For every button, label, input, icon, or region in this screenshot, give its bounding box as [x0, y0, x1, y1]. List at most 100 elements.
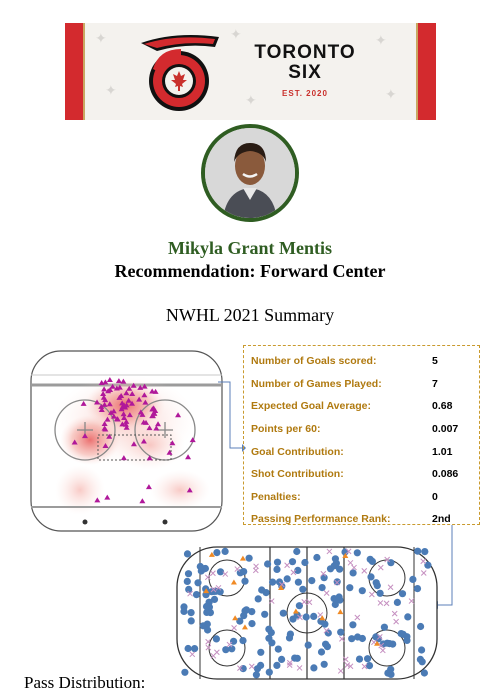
- pass-marker: [187, 609, 195, 617]
- shot-marker: [108, 409, 115, 415]
- shot-marker: [114, 416, 121, 422]
- pass-miss-marker: [376, 634, 383, 640]
- pass-marker: [301, 558, 309, 567]
- pass-miss-marker: [189, 651, 196, 658]
- stat-row: Points per 60: 0.007: [251, 418, 472, 441]
- shot-marker: [189, 437, 196, 443]
- pass-miss-marker: [337, 668, 344, 674]
- pass-marker: [372, 633, 380, 641]
- shot-marker: [185, 454, 192, 460]
- pass-miss-marker: [226, 641, 233, 648]
- shot-marker: [102, 379, 109, 385]
- shot-marker: [100, 390, 107, 396]
- pass-marker: [222, 646, 230, 654]
- pass-marker: [265, 634, 273, 642]
- shot-marker: [122, 421, 129, 427]
- team-wordmark: TORONTO SIX EST. 2020: [240, 43, 370, 99]
- shot-marker: [120, 378, 127, 384]
- pass-marker: [321, 620, 329, 628]
- shot-marker: [94, 497, 101, 503]
- pass-marker: [373, 582, 381, 590]
- stat-value: 7: [432, 377, 438, 390]
- pass-marker: [185, 585, 193, 593]
- pass-marker: [346, 584, 354, 592]
- shot-marker: [123, 424, 130, 430]
- stat-label: Passing Performance Rank:: [251, 513, 391, 526]
- stat-value: 1.01: [432, 445, 453, 458]
- pass-marker: [317, 648, 326, 656]
- stat-row: Number of Games Played: 7: [251, 373, 472, 396]
- pass-marker: [230, 637, 238, 645]
- shot-marker: [129, 390, 136, 396]
- pass-marker: [358, 634, 366, 643]
- pass-shot-marker: [208, 551, 215, 557]
- pass-marker: [393, 598, 401, 606]
- pass-marker: [248, 620, 256, 628]
- pass-marker: [289, 615, 297, 623]
- pass-miss-marker: [384, 556, 391, 563]
- shot-marker: [98, 380, 105, 386]
- shot-marker: [166, 449, 173, 455]
- shot-marker: [153, 425, 160, 431]
- pass-miss-marker: [344, 662, 351, 668]
- stat-row: Number of Goals scored: 5: [251, 350, 472, 373]
- shot-marker: [146, 455, 153, 461]
- player-photo-icon: [205, 128, 295, 218]
- pass-shot-marker: [342, 552, 349, 558]
- shot-marker: [98, 403, 105, 409]
- pass-marker: [380, 623, 388, 631]
- maple-leaf-icon: ✦: [385, 87, 397, 103]
- pass-marker: [397, 630, 405, 638]
- pass-marker: [353, 549, 361, 557]
- shot-marker: [129, 400, 136, 406]
- pass-marker: [304, 641, 312, 649]
- pass-marker: [245, 554, 253, 562]
- summary-title: NWHL 2021 Summary: [165, 305, 335, 325]
- position-recommendation: Recommendation: Forward Center: [114, 261, 386, 281]
- shot-marker: [107, 387, 114, 393]
- pass-miss-marker: [237, 665, 243, 672]
- shot-marker: [106, 401, 113, 407]
- stat-label: Number of Goals scored:: [251, 355, 377, 368]
- shot-marker: [102, 397, 109, 403]
- player-avatar: [201, 124, 299, 222]
- pass-marker: [293, 547, 301, 556]
- pass-distribution-label: Pass Distribution:: [24, 673, 146, 692]
- pass-marker: [294, 566, 302, 574]
- pass-marker: [236, 617, 244, 625]
- pass-marker: [376, 589, 384, 597]
- pass-marker: [213, 549, 221, 557]
- pass-marker: [258, 586, 266, 594]
- pass-miss-marker: [214, 649, 220, 656]
- stat-label: Goal Contribution:: [251, 445, 344, 458]
- pass-marker: [183, 550, 192, 558]
- pass-marker: [313, 553, 321, 562]
- team-name-line2: SIX: [288, 62, 322, 83]
- pass-marker: [337, 628, 345, 636]
- pass-miss-marker: [286, 659, 293, 666]
- pass-marker: [409, 575, 417, 583]
- pass-miss-marker: [378, 642, 385, 649]
- pass-miss-marker: [323, 590, 330, 597]
- maple-leaf-icon: ✦: [95, 31, 107, 47]
- pass-shot-marker: [232, 615, 239, 621]
- stat-label: Number of Games Played:: [251, 377, 382, 390]
- pass-shot-marker: [337, 609, 344, 615]
- shot-marker: [123, 390, 130, 396]
- pass-marker: [221, 547, 229, 555]
- shot-marker: [141, 383, 148, 389]
- pass-miss-marker: [301, 598, 308, 605]
- pass-marker: [269, 578, 277, 586]
- pass-shot-marker: [319, 615, 326, 621]
- pass-marker: [364, 655, 372, 663]
- stat-value: 0.007: [432, 423, 459, 436]
- pass-marker: [180, 603, 188, 611]
- pass-miss-marker: [334, 579, 340, 586]
- pass-marker: [387, 665, 395, 673]
- pass-markers: [180, 547, 432, 679]
- shot-marker: [125, 397, 132, 403]
- pass-marker: [331, 600, 339, 609]
- stat-row: Goal Contribution: 1.01: [251, 440, 472, 463]
- pass-marker: [336, 565, 344, 573]
- shot-heatmap-rink: [30, 350, 223, 532]
